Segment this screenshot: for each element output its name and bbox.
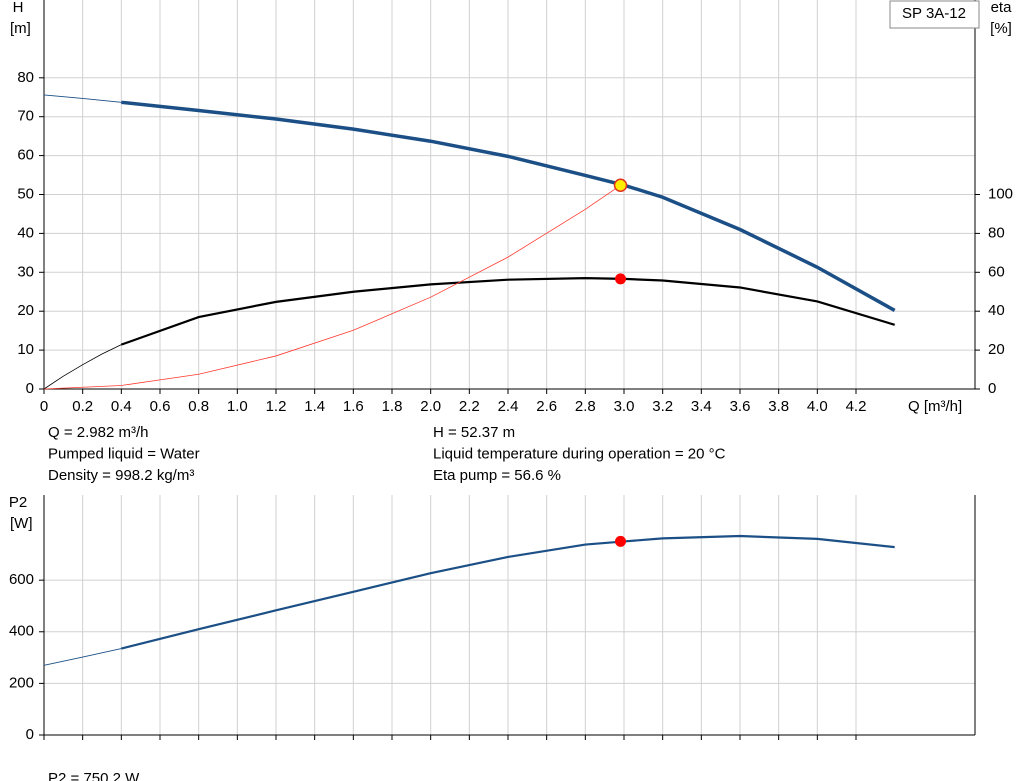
x-tick-label: 2.4 xyxy=(498,398,519,415)
y-tick-label: 400 xyxy=(9,623,34,640)
curve xyxy=(43,184,621,390)
x-tick-label: 1.0 xyxy=(227,398,248,415)
info-text: Q = 2.982 m³/h xyxy=(48,424,148,441)
x-tick-label: 1.8 xyxy=(382,398,403,415)
x-tick-label: 2.8 xyxy=(575,398,596,415)
info-text: Pumped liquid = Water xyxy=(48,445,200,462)
y-tick-label: 20 xyxy=(17,302,34,319)
y2-tick-label: 80 xyxy=(988,224,1005,241)
y-tick-label: 80 xyxy=(17,69,34,86)
x-tick-label: 1.6 xyxy=(343,398,364,415)
y-tick-label: 70 xyxy=(17,108,34,125)
y-tick-label: 0 xyxy=(26,726,34,743)
x-tick-label: 3.0 xyxy=(614,398,635,415)
y2-axis-label: [%] xyxy=(990,20,1012,37)
y-axis-label: P2 xyxy=(9,494,27,511)
x-tick-label: 0 xyxy=(40,398,48,415)
x-tick-label: 1.4 xyxy=(304,398,325,415)
x-tick-label: 3.6 xyxy=(730,398,751,415)
x-tick-label: 3.8 xyxy=(768,398,789,415)
y-tick-label: 30 xyxy=(17,263,34,280)
curve xyxy=(43,648,122,666)
x-tick-label: 3.4 xyxy=(691,398,712,415)
curve xyxy=(43,344,122,390)
operating-point-h xyxy=(613,178,628,193)
y2-tick-label: 0 xyxy=(988,380,996,397)
x-tick-label: 0.2 xyxy=(72,398,93,415)
operating-point-eta xyxy=(615,273,627,285)
x-tick-label: 3.2 xyxy=(652,398,673,415)
x-tick-label: 1.2 xyxy=(266,398,287,415)
info-text: Liquid temperature during operation = 20… xyxy=(433,445,726,462)
info-text: Eta pump = 56.6 % xyxy=(433,467,561,484)
y-axis-label: [W] xyxy=(10,515,33,532)
y-tick-label: 10 xyxy=(17,341,34,358)
y2-tick-label: 20 xyxy=(988,341,1005,358)
x-tick-label: 2.2 xyxy=(459,398,480,415)
y2-tick-label: 60 xyxy=(988,263,1005,280)
title-box xyxy=(889,0,980,29)
y2-axis-label: eta xyxy=(991,0,1013,16)
curve xyxy=(120,277,895,346)
x-tick-label: 0.8 xyxy=(188,398,209,415)
chart-title: SP 3A-12 xyxy=(902,5,966,22)
y-axis-label: H xyxy=(13,0,24,16)
info-text: H = 52.37 m xyxy=(433,424,515,441)
x-tick-label: 2.6 xyxy=(536,398,557,415)
y-tick-label: 200 xyxy=(9,674,34,691)
x-axis-label: Q [m³/h] xyxy=(908,398,962,415)
x-tick-label: 4.2 xyxy=(846,398,867,415)
x-tick-label: 0.6 xyxy=(150,398,171,415)
operating-point-p2 xyxy=(615,535,627,547)
curve xyxy=(121,100,896,312)
curve xyxy=(43,94,122,103)
y-tick-label: 60 xyxy=(17,147,34,164)
y-tick-label: 600 xyxy=(9,571,34,588)
y-tick-label: 0 xyxy=(26,380,34,397)
info-text: Density = 998.2 kg/m³ xyxy=(48,467,194,484)
curve xyxy=(121,534,895,650)
y-tick-label: 40 xyxy=(17,224,34,241)
y-tick-label: 50 xyxy=(17,185,34,202)
y2-tick-label: 40 xyxy=(988,302,1005,319)
x-tick-label: 2.0 xyxy=(420,398,441,415)
y-axis-label: [m] xyxy=(10,20,31,37)
info-text: P2 = 750.2 W xyxy=(48,770,140,781)
y2-tick-label: 100 xyxy=(988,185,1013,202)
x-tick-label: 0.4 xyxy=(111,398,132,415)
x-tick-label: 4.0 xyxy=(807,398,828,415)
